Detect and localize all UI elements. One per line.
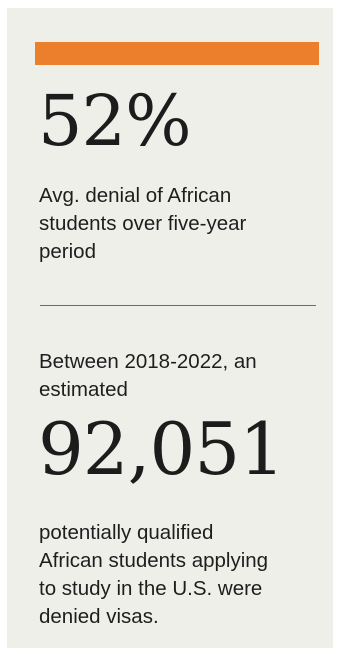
denied-students-stat: 92,051 [38,407,285,491]
denied-students-description: potentially qualified African students a… [39,521,269,628]
denial-rate-stat: 52% [38,80,192,162]
accent-bar [35,42,319,65]
denied-students-intro: Between 2018-2022, an estimated [39,350,257,401]
section-divider [40,305,316,306]
infographic-panel: 52% Avg. denial of African students over… [7,8,333,648]
denial-rate-description: Avg. denial of African students over fiv… [39,184,247,263]
